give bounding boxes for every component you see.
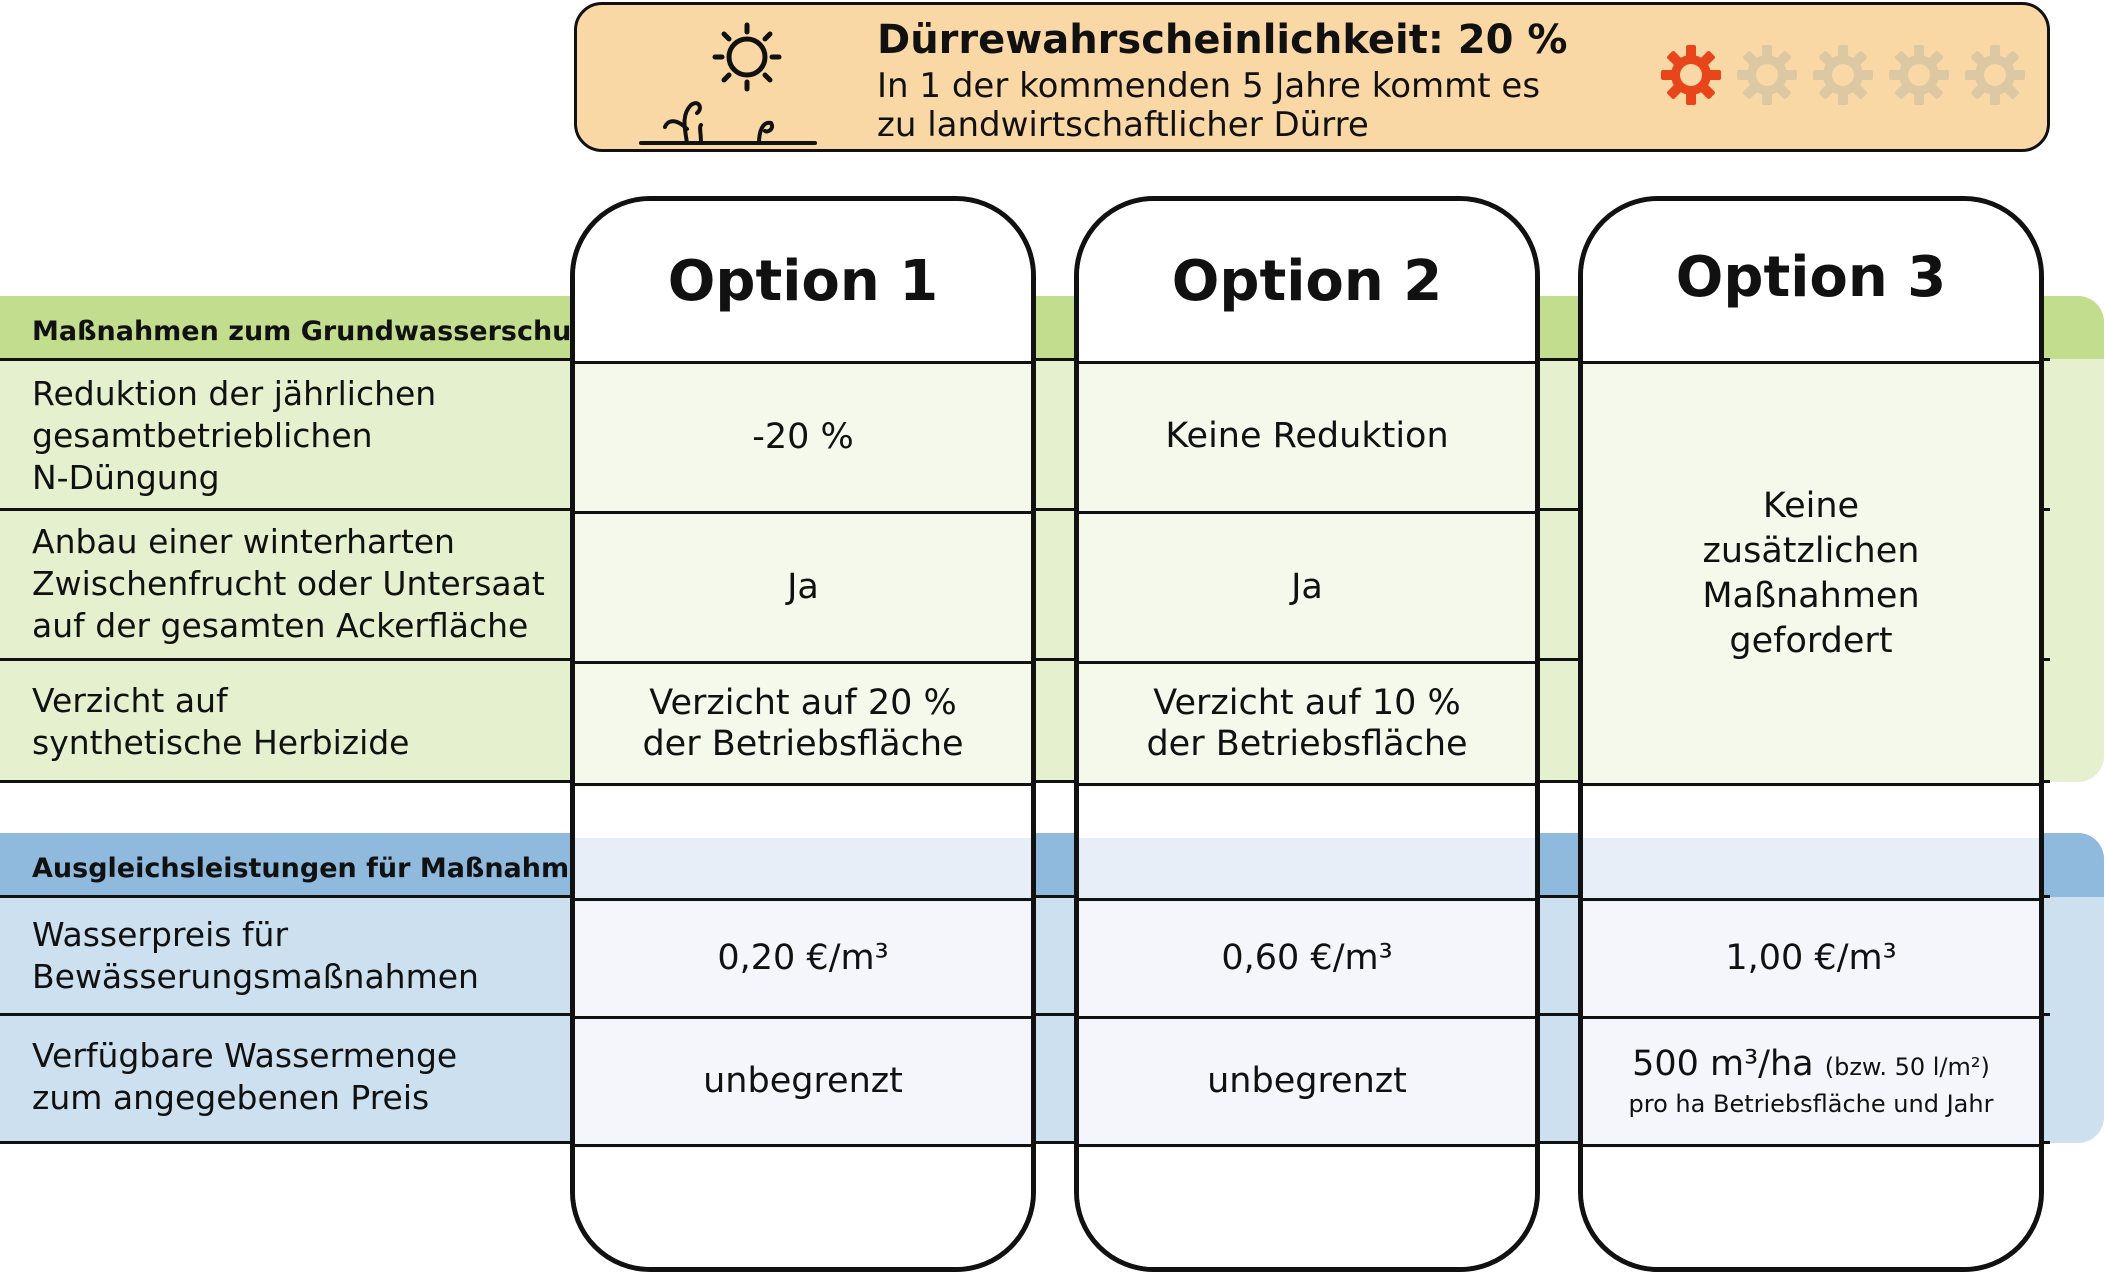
option-3-water-price: 1,00 €/m³ bbox=[1725, 938, 1897, 978]
option-1-title: Option 1 bbox=[667, 249, 939, 314]
groundwater-section-title: Maßnahmen zum Grundwasserschutz bbox=[32, 316, 601, 347]
option-2-n-reduction: Keine Reduktion bbox=[1165, 415, 1449, 456]
drought-sun-inactive-icon bbox=[1813, 45, 1873, 105]
option-2-catch-crop: Ja bbox=[1291, 567, 1323, 607]
option-2-water-amount: unbegrenzt bbox=[1207, 1061, 1407, 1101]
row-label-herbicides: Verzicht auf synthetische Herbizide bbox=[32, 681, 410, 762]
option-3-water-amount: 500 m³/ha (bzw. 50 l/m²) pro ha Betriebs… bbox=[1628, 1043, 1994, 1118]
option-1-water-price: 0,20 €/m³ bbox=[717, 938, 889, 978]
row-label-water-amount: Verfügbare Wassermenge zum angegebenen P… bbox=[32, 1036, 458, 1117]
row-label-catch-crop: Anbau einer winterharten Zwischenfrucht … bbox=[32, 522, 545, 645]
option-3-column: Option 3 Keine zusätzlichen Maßnahmen ge… bbox=[1578, 196, 2044, 1272]
sun-icon bbox=[712, 22, 782, 92]
drought-probability-title: Dürrewahrscheinlichkeit: 20 % bbox=[877, 17, 1568, 63]
option-3-no-measures: Keine zusätzlichen Maßnahmen gefordert bbox=[1702, 485, 1920, 661]
option-2-water-price: 0,60 €/m³ bbox=[1221, 938, 1393, 978]
drought-banner: Dürrewahrscheinlichkeit: 20 % In 1 der k… bbox=[574, 2, 2050, 152]
seedling-icon bbox=[639, 101, 817, 145]
option-3-title: Option 3 bbox=[1675, 245, 1947, 310]
drought-probability-text: In 1 der kommenden 5 Jahre kommt es zu l… bbox=[877, 66, 1541, 145]
option-2-column: Option 2 Keine Reduktion Ja Verzicht auf… bbox=[1074, 196, 1540, 1272]
drought-level-gauge bbox=[1659, 43, 2027, 107]
option-1-catch-crop: Ja bbox=[787, 567, 819, 607]
drought-sun-inactive-icon bbox=[1737, 45, 1797, 105]
option-1-column: Option 1 -20 % Ja Verzicht auf 20 % der B… bbox=[570, 196, 1036, 1272]
drought-sun-inactive-icon bbox=[1889, 45, 1949, 105]
drought-sun-active-icon bbox=[1661, 45, 1721, 105]
row-label-water-price: Wasserpreis für Bewässerungsmaßnahmen bbox=[32, 915, 479, 996]
option-2-herbicides: Verzicht auf 10 % der Betriebsfläche bbox=[1146, 682, 1468, 764]
option-1-n-reduction: -20 % bbox=[752, 417, 854, 457]
option-1-water-amount: unbegrenzt bbox=[703, 1061, 903, 1101]
drought-sun-inactive-icon bbox=[1965, 45, 2025, 105]
option-2-title: Option 2 bbox=[1171, 249, 1443, 314]
option-1-herbicides: Verzicht auf 20 % der Betriebsfläche bbox=[642, 682, 964, 764]
row-label-n-reduction: Reduktion der jährlichen gesamtbetriebli… bbox=[32, 374, 437, 497]
compensation-section-title: Ausgleichsleistungen für Maßnahmen bbox=[32, 853, 607, 884]
